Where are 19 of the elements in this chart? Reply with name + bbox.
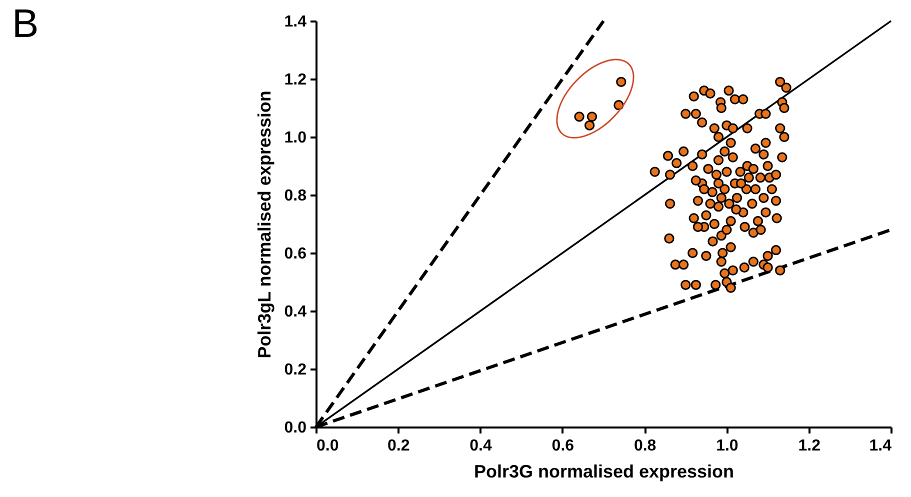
x-tick-label: 0.6 [552, 438, 574, 454]
x-tick-label: 0.4 [470, 438, 492, 454]
x-tick-label: 0.8 [634, 438, 656, 454]
x-tick-label: 1.2 [798, 438, 821, 454]
x-axis-title: Polr3G normalised expression [474, 462, 734, 482]
text: B [12, 2, 39, 47]
y-tick-label: 0.8 [284, 188, 307, 204]
y-tick-label: 0.2 [284, 362, 307, 378]
y-tick-label: 1.0 [284, 130, 307, 146]
y-tick-label: 0.6 [284, 246, 307, 262]
y-tick-label: 1.4 [284, 14, 307, 30]
x-tick-label: 0.0 [316, 438, 339, 454]
x-tick-label: 0.2 [388, 438, 410, 454]
x-tick-label: 1.4 [869, 438, 892, 454]
y-tick-label: 0.4 [284, 304, 307, 320]
x-tick-label: 1.0 [716, 438, 738, 454]
y-tick-label: 0.0 [284, 420, 307, 436]
y-axis-title: Polr3gL normalised expression [254, 90, 274, 358]
y-tick-label: 1.2 [284, 72, 307, 88]
